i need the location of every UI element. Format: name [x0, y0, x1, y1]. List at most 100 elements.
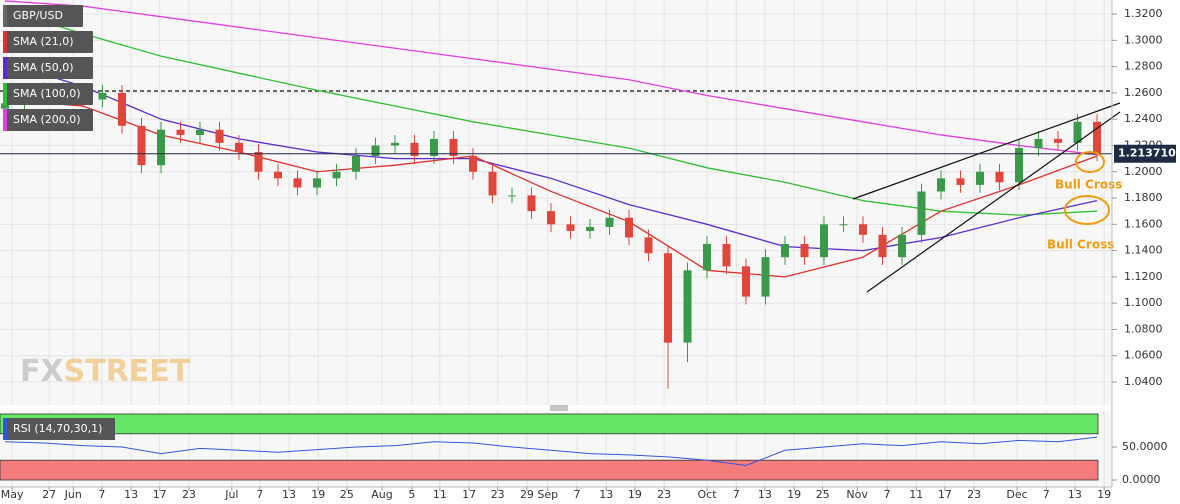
- x-tick-label: 17: [153, 488, 167, 501]
- legend-label: SMA (21,0): [13, 35, 74, 48]
- y-tick-label: 1.3200: [1124, 7, 1163, 20]
- x-tick-label: 19: [787, 488, 801, 501]
- candle-body: [800, 244, 809, 258]
- x-tick-label: 13: [1068, 488, 1082, 501]
- x-tick-label: 13: [758, 488, 772, 501]
- candle-body: [313, 178, 321, 188]
- line: [4, 436, 1098, 466]
- candle-body: [469, 155, 477, 172]
- x-tick-label: 11: [433, 488, 447, 501]
- candle-body: [683, 270, 692, 343]
- x-tick-label: 27: [42, 488, 56, 501]
- last-price-box: [1114, 144, 1176, 163]
- candle-body: [1073, 121, 1082, 143]
- last-price-label: 1.213710: [1118, 147, 1176, 160]
- candle-body: [118, 92, 126, 126]
- x-tick-label: 25: [816, 488, 830, 501]
- candle-body: [98, 92, 107, 100]
- watermark: FXSTREET: [20, 354, 191, 389]
- candle-body: [235, 142, 243, 153]
- candle-body: [605, 217, 614, 227]
- y-tick-label: 50.0000: [1122, 440, 1168, 453]
- legend-label: GBP/USD: [13, 9, 63, 22]
- x-tick-label: 25: [340, 488, 354, 501]
- wedge-lower: [866, 111, 1121, 293]
- candle-body: [254, 152, 263, 172]
- candle-body: [547, 211, 555, 225]
- legend-swatch: [3, 109, 7, 131]
- candle-body: [859, 224, 867, 235]
- candle-body: [215, 129, 224, 143]
- x-tick-label: Jul: [224, 488, 238, 501]
- candle-body: [898, 234, 906, 258]
- x-tick-label: 7: [574, 488, 581, 501]
- y-tick-label: 1.1800: [1124, 191, 1163, 204]
- legend-box: [3, 83, 93, 105]
- x-tick-label: 13: [599, 488, 613, 501]
- y-tick-label: 0.0000: [1122, 473, 1161, 486]
- legend-box: [3, 57, 93, 79]
- candle-body: [352, 155, 360, 172]
- line: [4, 62, 1098, 252]
- y-tick-label: 1.2000: [1124, 165, 1163, 178]
- x-tick-label: 13: [124, 488, 138, 501]
- candle-body: [625, 217, 633, 238]
- candle-body: [137, 125, 146, 166]
- annotation: Bull Cross: [1047, 238, 1114, 252]
- y-tick-label: 1.3000: [1124, 33, 1163, 46]
- candle-body: [1093, 121, 1101, 154]
- x-tick-label: 23: [657, 488, 671, 501]
- candle-body: [1034, 138, 1043, 149]
- x-tick-label: 17: [938, 488, 952, 501]
- candle-body: [976, 171, 984, 185]
- x-tick-label: 23: [967, 488, 981, 501]
- x-tick-label: 7: [256, 488, 263, 501]
- y-tick-label: 1.1400: [1124, 244, 1163, 257]
- line: [4, 9, 1098, 216]
- legend-swatch: [3, 57, 7, 79]
- legend-label: RSI (14,70,30,1): [13, 422, 102, 435]
- candle-body: [937, 178, 945, 192]
- legend-swatch: [3, 31, 7, 53]
- x-tick-label: 13: [282, 488, 296, 501]
- candle-body: [956, 178, 965, 185]
- legend-swatch: [3, 418, 7, 440]
- band: [0, 459, 1099, 481]
- candle-body: [566, 224, 575, 231]
- x-tick-label: 5: [408, 488, 415, 501]
- legend-label: SMA (200,0): [13, 113, 81, 126]
- main-panel: [0, 0, 1112, 405]
- x-tick-label: Jun: [64, 488, 82, 501]
- x-tick-label: Dec: [1006, 488, 1027, 501]
- candle-body: [820, 224, 828, 258]
- x-tick-label: Sep: [537, 488, 558, 501]
- x-tick-label: 23: [491, 488, 505, 501]
- y-tick-label: 1.0400: [1124, 375, 1163, 388]
- legend-label: SMA (50,0): [13, 61, 74, 74]
- candle-body: [410, 142, 419, 156]
- x-tick-label: 29: [520, 488, 534, 501]
- cross-circle: [1064, 195, 1110, 225]
- y-tick-label: 1.1600: [1124, 217, 1163, 230]
- wedge-upper: [852, 102, 1121, 200]
- x-tick-label: 7: [733, 488, 740, 501]
- y-tick-label: 1.2600: [1124, 86, 1163, 99]
- legend-label: SMA (100,0): [13, 87, 81, 100]
- candle-body: [176, 129, 185, 135]
- candle-body: [742, 266, 750, 297]
- x-tick-label: May: [1, 488, 24, 501]
- y-tick-label: 1.0800: [1124, 322, 1163, 335]
- candle-body: [586, 226, 594, 231]
- legend-box: [3, 418, 115, 440]
- candle-body: [293, 178, 302, 188]
- y-tick-label: 1.1000: [1124, 296, 1163, 309]
- y-tick-label: 1.2400: [1124, 112, 1163, 125]
- line: [4, 98, 1098, 278]
- legend-box: [3, 31, 93, 53]
- x-tick-label: 7: [884, 488, 891, 501]
- x-tick-label: Oct: [697, 488, 717, 501]
- legend-swatch: [3, 83, 7, 105]
- x-tick-label: 7: [98, 488, 105, 501]
- candle-body: [1015, 148, 1023, 183]
